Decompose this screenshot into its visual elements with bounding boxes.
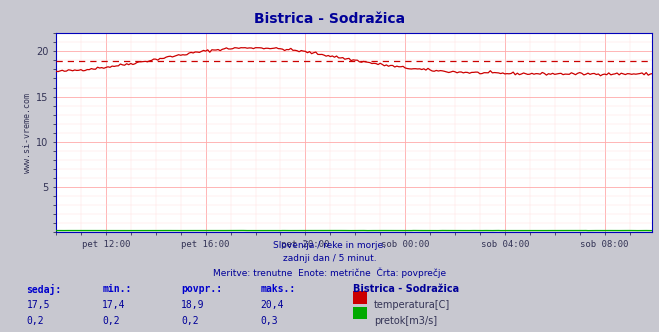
Text: pretok[m3/s]: pretok[m3/s] bbox=[374, 316, 437, 326]
Text: Meritve: trenutne  Enote: metrične  Črta: povprečje: Meritve: trenutne Enote: metrične Črta: … bbox=[213, 267, 446, 278]
Text: povpr.:: povpr.: bbox=[181, 284, 222, 294]
Text: 17,5: 17,5 bbox=[26, 300, 50, 310]
Y-axis label: www.si-vreme.com: www.si-vreme.com bbox=[23, 93, 32, 173]
Text: 18,9: 18,9 bbox=[181, 300, 205, 310]
Text: maks.:: maks.: bbox=[260, 284, 295, 294]
Text: Slovenija / reke in morje.: Slovenija / reke in morje. bbox=[273, 241, 386, 250]
Text: Bistrica - Sodražica: Bistrica - Sodražica bbox=[353, 284, 459, 294]
Text: 0,2: 0,2 bbox=[102, 316, 120, 326]
Text: sedaj:: sedaj: bbox=[26, 284, 61, 295]
Text: 0,2: 0,2 bbox=[181, 316, 199, 326]
Text: Bistrica - Sodražica: Bistrica - Sodražica bbox=[254, 12, 405, 26]
Text: min.:: min.: bbox=[102, 284, 132, 294]
Text: 20,4: 20,4 bbox=[260, 300, 284, 310]
Text: temperatura[C]: temperatura[C] bbox=[374, 300, 450, 310]
Text: 0,3: 0,3 bbox=[260, 316, 278, 326]
Text: zadnji dan / 5 minut.: zadnji dan / 5 minut. bbox=[283, 254, 376, 263]
Text: 17,4: 17,4 bbox=[102, 300, 126, 310]
Text: 0,2: 0,2 bbox=[26, 316, 44, 326]
